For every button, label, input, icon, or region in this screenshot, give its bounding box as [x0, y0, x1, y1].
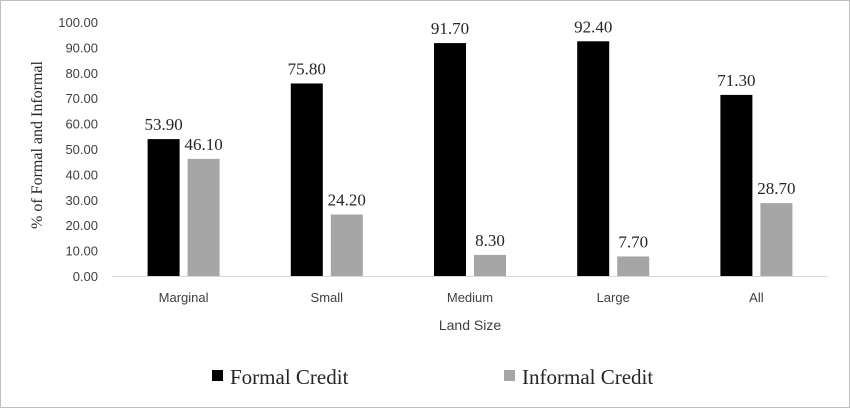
- informal-credit-bar-medium: [474, 254, 506, 276]
- formal-credit-bar-large: [577, 41, 610, 276]
- data-label: 7.70: [618, 232, 648, 251]
- formal-credit-bar-all: [720, 94, 753, 276]
- bars: [147, 41, 793, 276]
- data-label: 71.30: [717, 71, 755, 90]
- x-tick-label: Small: [311, 290, 344, 305]
- data-label: 46.10: [184, 135, 222, 154]
- data-label: 92.40: [574, 17, 612, 36]
- y-tick-label: 50.00: [65, 142, 98, 157]
- data-label: 53.90: [144, 115, 182, 134]
- formal-credit-bar-medium: [434, 43, 466, 276]
- y-tick-label: 0.00: [73, 269, 98, 284]
- x-tick-label: Large: [597, 290, 630, 305]
- data-label: 75.80: [288, 59, 326, 78]
- y-axis-title: % of Formal and Informal: [29, 60, 46, 229]
- y-tick-label: 20.00: [65, 218, 98, 233]
- legend: Formal Credit Informal Credit: [212, 365, 653, 389]
- informal-credit-bar-large: [617, 256, 650, 276]
- y-tick-label: 30.00: [65, 193, 98, 208]
- y-tick-label: 40.00: [65, 167, 98, 182]
- legend-swatch-informal-credit: [504, 370, 515, 381]
- y-tick-label: 60.00: [65, 117, 98, 132]
- data-label: 24.20: [328, 191, 366, 210]
- legend-label: Formal Credit: [230, 365, 349, 389]
- informal-credit-bar-all: [760, 203, 793, 276]
- x-tick-label: Marginal: [159, 290, 209, 305]
- data-label: 91.70: [431, 19, 469, 38]
- y-axis-ticks: 0.00 10.00 20.00 30.00 40.00 50.00 60.00 70.00 8…: [58, 15, 98, 284]
- x-axis-ticks: Marginal Small Medium Large All: [159, 290, 764, 305]
- y-tick-label: 100.00: [58, 15, 98, 30]
- legend-label: Informal Credit: [522, 365, 653, 389]
- x-axis-title: Land Size: [439, 317, 501, 333]
- x-tick-label: Medium: [447, 290, 493, 305]
- y-tick-label: 80.00: [65, 66, 98, 81]
- y-tick-label: 10.00: [65, 244, 98, 259]
- x-tick-label: All: [749, 290, 764, 305]
- y-tick-label: 90.00: [65, 40, 98, 55]
- data-label: 28.70: [757, 179, 795, 198]
- informal-credit-bar-marginal: [187, 158, 220, 276]
- formal-credit-bar-small: [290, 83, 323, 276]
- informal-credit-bar-small: [330, 214, 363, 276]
- data-label: 8.30: [475, 231, 505, 250]
- formal-credit-bar-marginal: [147, 139, 180, 276]
- y-tick-label: 70.00: [65, 91, 98, 106]
- legend-swatch-formal-credit: [212, 370, 223, 381]
